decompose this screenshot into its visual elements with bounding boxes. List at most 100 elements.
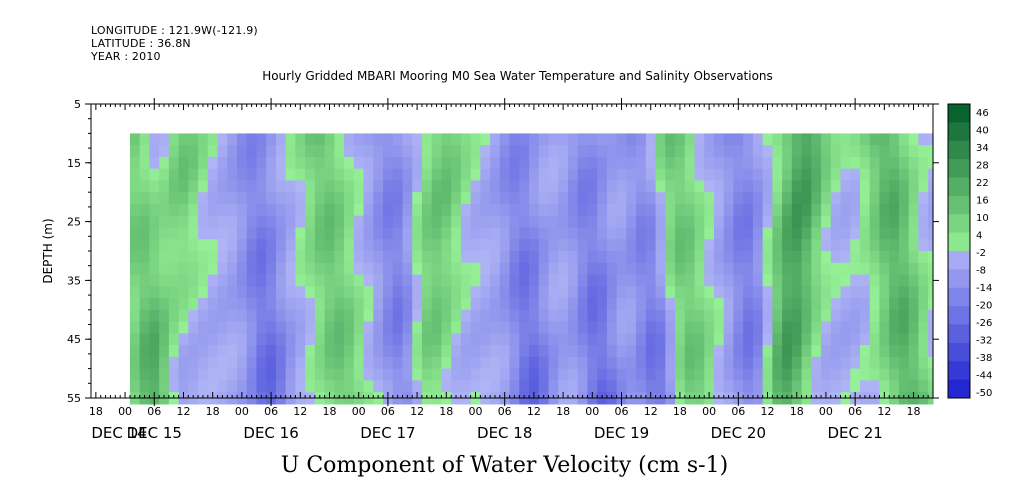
colorbar-frame — [947, 103, 971, 399]
heat-cell — [558, 356, 569, 370]
heat-cell — [217, 321, 228, 334]
heat-cell — [791, 192, 803, 205]
heat-cell — [237, 274, 248, 287]
heat-cell — [178, 356, 189, 370]
heat-cell — [334, 215, 345, 229]
heat-cell — [256, 133, 267, 146]
x-hour-label: 06 — [498, 405, 512, 418]
heat-cell — [373, 145, 384, 158]
heat-cell — [606, 215, 618, 229]
heat-cell — [840, 298, 851, 311]
heat-cell — [178, 239, 189, 252]
heat-cell — [752, 380, 764, 393]
heat-cell — [470, 180, 481, 193]
heat-cell — [743, 215, 754, 229]
heat-cell — [645, 168, 657, 182]
heat-cell — [918, 286, 929, 299]
heat-cell — [859, 156, 871, 170]
heat-cell — [227, 333, 238, 346]
heat-cell — [538, 215, 550, 229]
heat-cell — [597, 203, 608, 217]
heat-cell — [188, 251, 199, 264]
heat-cell — [324, 168, 335, 182]
heat-cell — [353, 251, 365, 264]
heat-cell — [684, 321, 696, 334]
heat-cell — [879, 239, 890, 252]
heat-cell — [207, 192, 219, 205]
heat-cell — [412, 309, 423, 323]
heat-cell — [509, 239, 520, 252]
heat-cell — [772, 333, 783, 346]
heat-cell — [490, 145, 501, 158]
heat-cell — [275, 239, 287, 252]
heat-cell — [752, 274, 764, 287]
heat-cell — [538, 262, 550, 276]
heat-cell — [324, 368, 335, 381]
heat-cell — [421, 309, 433, 323]
heat-cell — [373, 345, 384, 358]
heat-cell — [168, 309, 180, 323]
heat-cell — [782, 180, 793, 193]
heat-cell — [636, 133, 647, 146]
heat-cell — [499, 333, 511, 346]
heat-cell — [412, 333, 423, 346]
heat-cell — [597, 227, 608, 240]
heat-cell — [295, 227, 306, 240]
heat-cell — [636, 156, 647, 170]
heat-cell — [811, 251, 822, 264]
heat-cell — [626, 321, 637, 334]
heat-cell — [344, 356, 355, 370]
heat-cell — [421, 274, 433, 287]
heat-cell — [791, 380, 803, 393]
heat-cell — [509, 156, 520, 170]
heat-cell — [188, 309, 199, 323]
heat-cell — [392, 239, 404, 252]
heat-cell — [392, 180, 404, 193]
heat-cell — [217, 180, 228, 193]
heat-cell — [869, 356, 881, 370]
heat-cell — [567, 203, 579, 217]
heat-cell — [782, 286, 793, 299]
heat-cell — [898, 345, 910, 358]
colorbar-swatch — [948, 379, 970, 399]
heat-cell — [305, 345, 316, 358]
heat-cell — [772, 321, 783, 334]
heat-cell — [392, 168, 404, 182]
heat-cell — [762, 345, 773, 358]
heat-cell — [305, 309, 316, 323]
heat-cell — [217, 215, 228, 229]
heat-cell — [655, 333, 666, 346]
heat-cell — [801, 145, 812, 158]
heat-cell — [227, 309, 238, 323]
heat-cell — [928, 356, 934, 370]
heat-cell — [460, 145, 472, 158]
heat-cell — [392, 192, 404, 205]
heat-cell — [801, 345, 812, 358]
heat-cell — [392, 215, 404, 229]
heat-cell — [353, 180, 365, 193]
heat-cell — [412, 321, 423, 334]
heat-cell — [791, 133, 803, 146]
heat-cell — [237, 168, 248, 182]
heat-cell — [762, 156, 773, 170]
heat-cell — [704, 380, 715, 393]
heat-cell — [402, 356, 413, 370]
heat-cell — [704, 239, 715, 252]
heat-cell — [704, 274, 715, 287]
heat-cell — [431, 286, 443, 299]
heat-cell — [840, 156, 851, 170]
heat-cell — [850, 286, 861, 299]
heat-cell — [821, 274, 832, 287]
heat-cell — [334, 203, 345, 217]
heat-cell — [840, 321, 851, 334]
heat-cell — [597, 145, 608, 158]
x-hour-label: 12 — [877, 405, 891, 418]
heat-cell — [548, 309, 559, 323]
heat-cell — [684, 309, 696, 323]
heat-cell — [305, 286, 316, 299]
heat-cell — [295, 133, 306, 146]
heat-cell — [684, 203, 696, 217]
heat-cell — [587, 321, 598, 334]
heat-cell — [587, 286, 598, 299]
heat-cell — [178, 321, 189, 334]
